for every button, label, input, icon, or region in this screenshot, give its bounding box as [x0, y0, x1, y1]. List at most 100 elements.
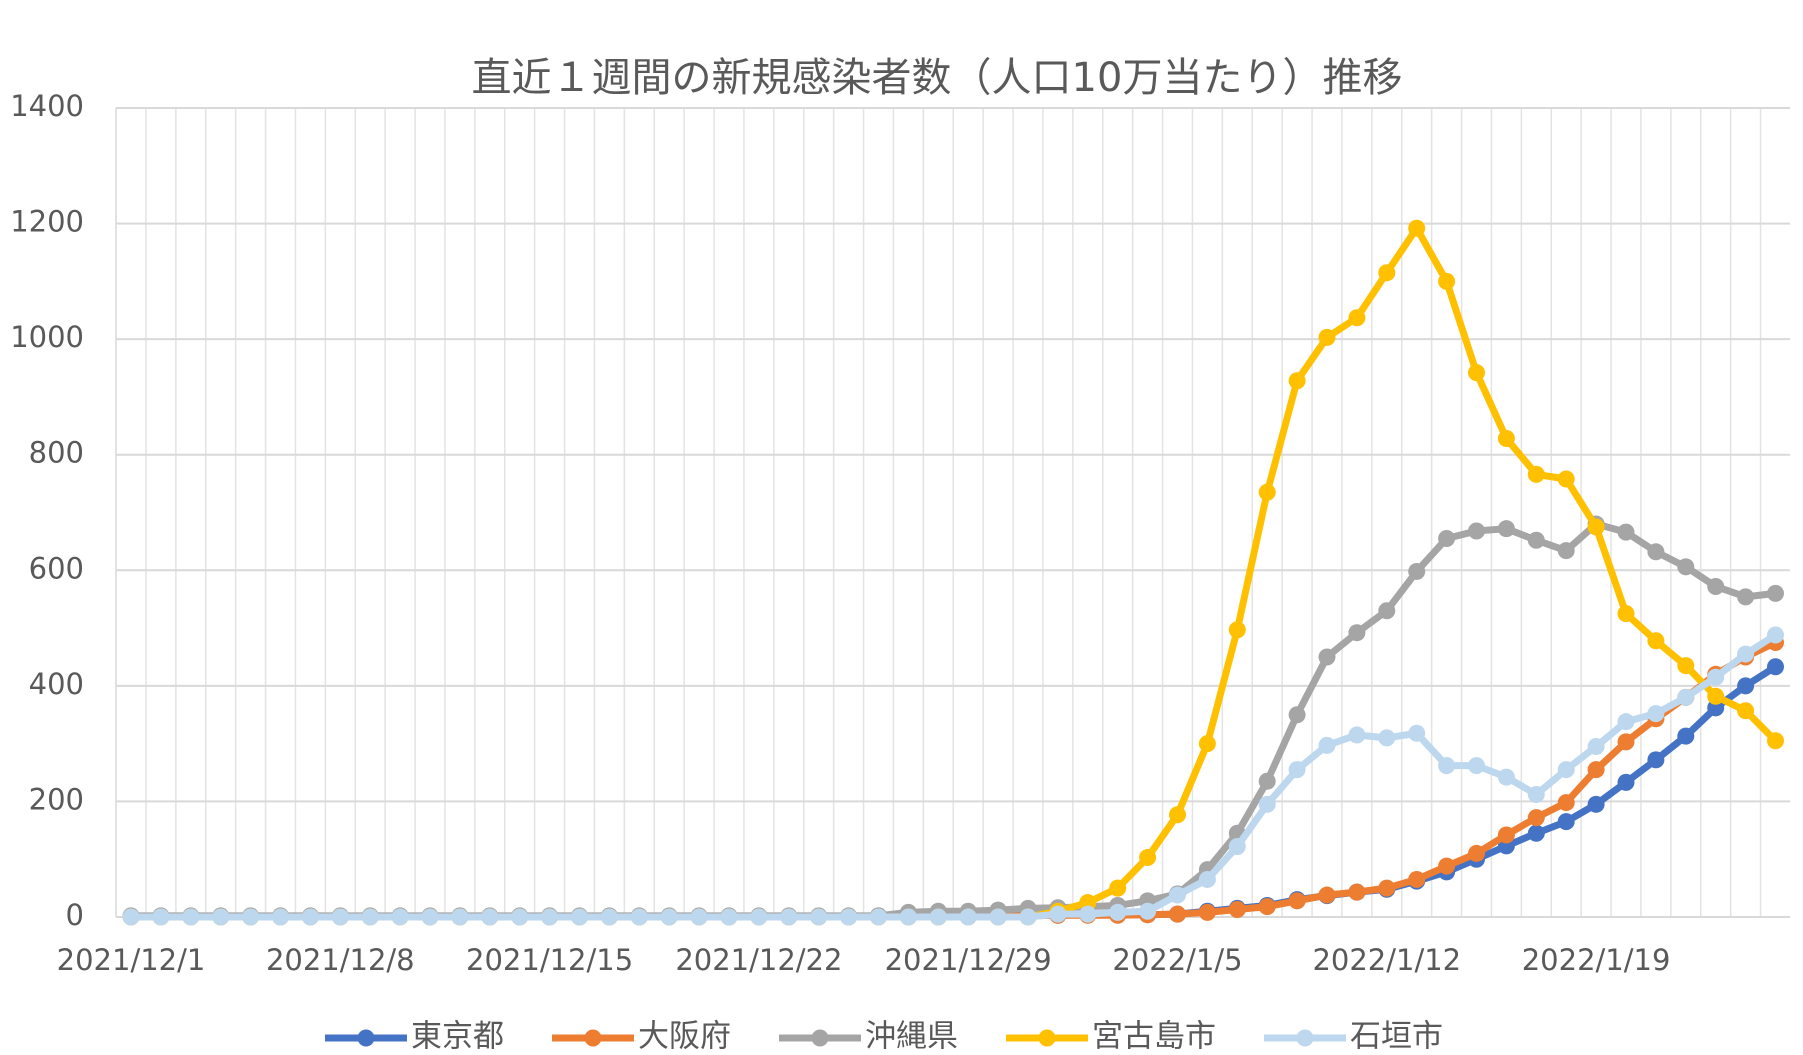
marker	[1318, 328, 1336, 346]
marker	[1527, 465, 1545, 483]
marker	[929, 908, 947, 926]
legend-marker	[357, 1029, 375, 1047]
marker	[959, 908, 977, 926]
marker	[1228, 900, 1246, 918]
marker	[1049, 905, 1067, 923]
marker	[1557, 761, 1575, 779]
marker	[1557, 542, 1575, 560]
marker	[1647, 751, 1665, 769]
marker	[1497, 430, 1515, 448]
marker	[451, 908, 469, 926]
x-tick-label: 2021/12/22	[675, 943, 842, 977]
marker	[899, 908, 917, 926]
marker	[1647, 543, 1665, 561]
marker	[1408, 724, 1426, 742]
marker	[1318, 648, 1336, 666]
marker	[1677, 558, 1695, 576]
x-tick-label: 2021/12/15	[466, 943, 633, 977]
marker	[1587, 761, 1605, 779]
marker	[1677, 688, 1695, 706]
marker	[1617, 713, 1635, 731]
marker	[1378, 264, 1396, 282]
legend-label: 石垣市	[1350, 1019, 1443, 1055]
marker	[1497, 826, 1515, 844]
marker	[1737, 588, 1755, 606]
legend-marker	[584, 1029, 602, 1047]
marker	[1707, 668, 1725, 686]
marker	[1318, 736, 1336, 754]
marker	[1617, 523, 1635, 541]
marker	[1348, 309, 1366, 327]
marker	[1169, 806, 1186, 824]
series	[122, 626, 1784, 926]
marker	[989, 908, 1007, 926]
marker	[1438, 757, 1456, 775]
marker	[272, 908, 289, 926]
marker	[1198, 735, 1216, 753]
marker	[1557, 470, 1575, 488]
y-tick-label: 800	[29, 436, 84, 470]
y-tick-label: 1000	[10, 320, 84, 354]
marker	[1348, 624, 1366, 642]
marker	[1169, 886, 1186, 904]
marker	[630, 908, 648, 926]
marker	[1468, 364, 1485, 382]
marker	[541, 908, 559, 926]
y-tick-label: 1400	[10, 89, 84, 123]
marker	[1079, 905, 1097, 923]
marker	[391, 908, 409, 926]
marker	[1707, 577, 1725, 595]
marker	[1348, 883, 1366, 901]
legend-label: 大阪府	[638, 1019, 731, 1055]
marker	[1527, 785, 1545, 803]
marker	[1408, 870, 1426, 888]
marker	[1587, 795, 1605, 813]
marker	[1647, 705, 1665, 723]
marker	[1677, 657, 1695, 675]
marker	[1139, 848, 1157, 866]
x-tick-label: 2021/12/8	[266, 943, 415, 977]
marker	[1408, 562, 1426, 580]
marker	[1019, 908, 1037, 926]
marker	[1378, 602, 1396, 620]
marker	[1169, 905, 1186, 923]
marker	[870, 908, 887, 926]
legend-marker	[1296, 1029, 1314, 1047]
chart-title: 直近１週間の新規感染者数（人口10万当たり）推移	[472, 55, 1403, 101]
marker	[152, 908, 170, 926]
marker	[810, 908, 828, 926]
marker	[1228, 621, 1246, 639]
marker	[1438, 530, 1456, 548]
marker	[1677, 727, 1695, 745]
marker	[1288, 372, 1306, 390]
marker	[1497, 768, 1515, 786]
y-tick-label: 200	[29, 782, 84, 816]
marker	[1228, 838, 1246, 856]
marker	[1288, 761, 1306, 779]
marker	[1408, 219, 1426, 237]
marker	[182, 908, 200, 926]
marker	[1378, 729, 1396, 747]
marker	[1767, 658, 1784, 676]
marker	[720, 908, 738, 926]
marker	[1198, 903, 1216, 921]
marker	[840, 908, 858, 926]
marker	[1737, 645, 1755, 663]
marker	[1198, 870, 1216, 888]
marker	[1258, 483, 1276, 501]
marker	[1109, 879, 1127, 897]
marker	[1527, 809, 1545, 827]
x-tick-label: 2021/12/1	[57, 943, 206, 977]
marker	[1527, 531, 1545, 549]
marker	[1348, 726, 1366, 744]
marker	[1109, 903, 1127, 921]
marker	[1587, 738, 1605, 756]
marker	[660, 908, 678, 926]
marker	[1557, 813, 1575, 831]
marker	[421, 908, 439, 926]
marker	[780, 908, 798, 926]
marker	[1647, 632, 1665, 650]
marker	[1737, 702, 1755, 720]
marker	[1767, 732, 1784, 750]
marker	[361, 908, 379, 926]
